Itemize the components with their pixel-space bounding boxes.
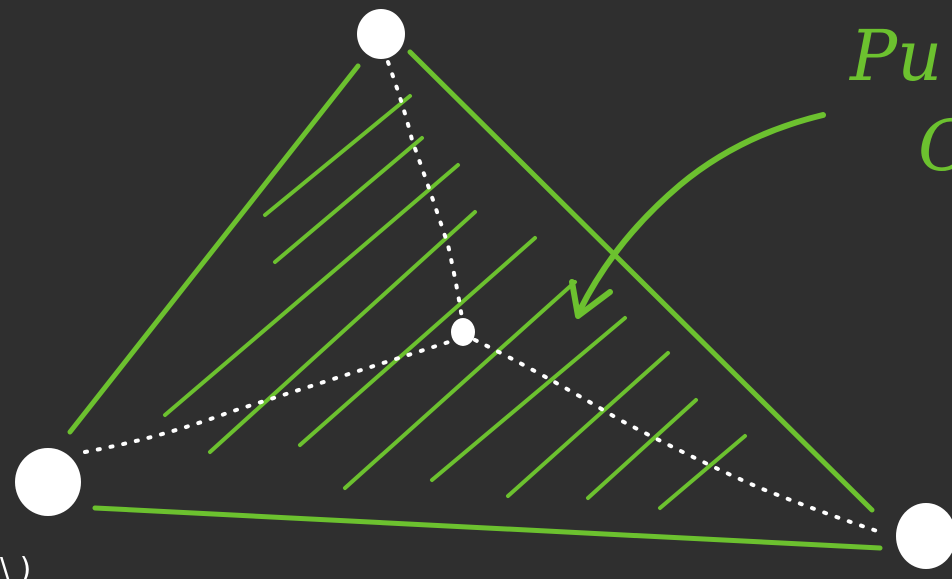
triangle-edge-right: [407, 49, 875, 513]
triangle-edge-bottom: [92, 505, 883, 551]
dotted-line-top-to-center: [386, 60, 465, 327]
hatch-line: [263, 94, 412, 217]
annotation-text-line1: Pu: [848, 15, 942, 97]
hatch-line: [586, 398, 698, 500]
center-point: [451, 318, 475, 346]
vertex-left: [15, 448, 81, 516]
arrow-shaft: [577, 112, 826, 313]
vertex-right: [896, 503, 952, 569]
hatch-line: [208, 210, 477, 454]
hatch-line: [343, 280, 577, 490]
hatch-line: [163, 163, 460, 417]
hatch-line: [273, 136, 424, 264]
dotted-line-center-to-right: [473, 338, 882, 534]
hatch-line: [430, 316, 627, 482]
hatch-line: [658, 434, 747, 510]
hatch-line: [298, 236, 537, 447]
vertex-top: [357, 9, 405, 59]
vertex-points: [15, 9, 952, 569]
triangle-outline: [67, 49, 883, 551]
triangle-edge-left: [67, 63, 361, 435]
edge-fragment: \ ): [0, 552, 31, 579]
hatch-line: [506, 351, 670, 498]
arrow-head: [569, 279, 613, 319]
pointer-arrow: [569, 112, 826, 319]
annotation: Pu C: [848, 15, 952, 187]
dotted-line-left-to-center: [83, 338, 457, 454]
dotted-connectors: [83, 60, 882, 534]
annotation-text-line2: C: [918, 105, 952, 187]
triangle-hatching: [163, 94, 747, 510]
